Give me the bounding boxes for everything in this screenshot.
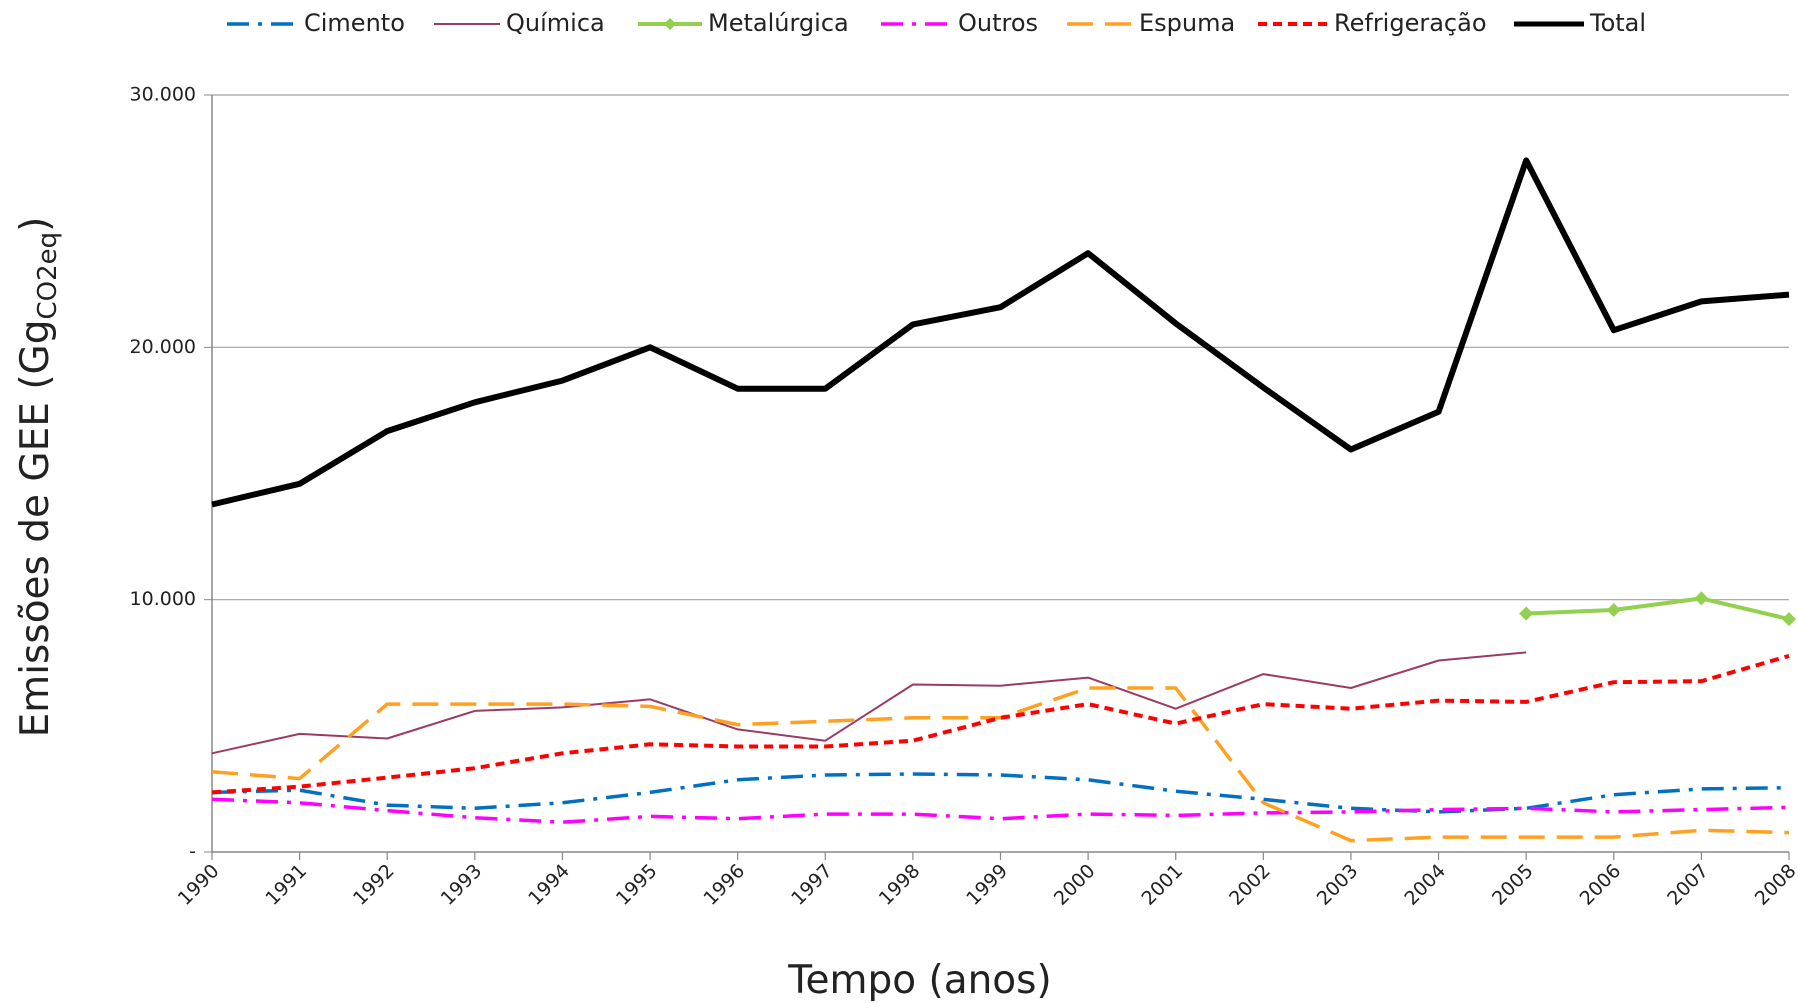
line-series: [211, 157, 1790, 508]
x-tick-label: 1996: [699, 860, 749, 910]
x-tick-label: 1997: [787, 860, 837, 910]
legend-label: Espuma: [1139, 9, 1235, 37]
x-tick-label: 2001: [1138, 860, 1188, 910]
x-tick-label: 2008: [1751, 860, 1798, 910]
y-axis-title-sub: CO2eq: [33, 232, 63, 320]
legend-label: Química: [506, 9, 605, 37]
x-tick-label: 2000: [1050, 860, 1100, 910]
marker: [1519, 606, 1534, 621]
line-series: [211, 772, 1790, 814]
legend-label: Refrigeração: [1334, 9, 1487, 37]
x-tick-label: 1990: [174, 860, 224, 910]
x-tick-label: 1994: [524, 860, 574, 910]
y-axis-title-main: Emissões de GEE (Gg: [13, 319, 58, 737]
line-series: [211, 797, 1790, 824]
x-tick-label: 2003: [1313, 860, 1363, 910]
x-tick-label: 1998: [875, 860, 925, 910]
y-axis-title: Emissões de GEE (GgCO2eq): [13, 217, 63, 738]
x-tick-label: 1995: [612, 860, 662, 910]
x-tick-label: 2005: [1488, 860, 1538, 910]
y-tick-label: 20.000: [130, 336, 196, 358]
legend-label: Total: [1589, 9, 1646, 37]
x-tick-label: 1991: [261, 860, 311, 910]
line-series: [211, 653, 1790, 795]
marker: [1782, 612, 1796, 627]
x-tick-label: 2007: [1663, 860, 1713, 910]
marker: [1694, 591, 1709, 606]
legend-label: Outros: [958, 9, 1038, 37]
x-tick-label: 2002: [1225, 860, 1275, 910]
line-series: [211, 651, 1527, 755]
legend-label: Metalúrgica: [708, 9, 849, 37]
x-tick-label: 2004: [1400, 860, 1450, 910]
line-series: [211, 686, 1790, 843]
x-tick-label: 1993: [437, 860, 487, 910]
y-tick-label: 10.000: [130, 588, 196, 610]
x-tick-label: 1992: [349, 860, 399, 910]
marker: [1606, 603, 1621, 618]
x-axis-title: Tempo (anos): [787, 958, 1051, 1003]
y-axis-title-end: ): [13, 217, 58, 232]
x-tick-label: 2006: [1576, 860, 1626, 910]
legend-label: Cimento: [304, 9, 405, 37]
line-series: [1526, 596, 1790, 622]
y-tick-label: 30.000: [130, 84, 196, 106]
legend-marker: [664, 18, 676, 30]
x-tick-label: 1999: [962, 860, 1012, 910]
y-tick-label: -: [189, 841, 196, 863]
